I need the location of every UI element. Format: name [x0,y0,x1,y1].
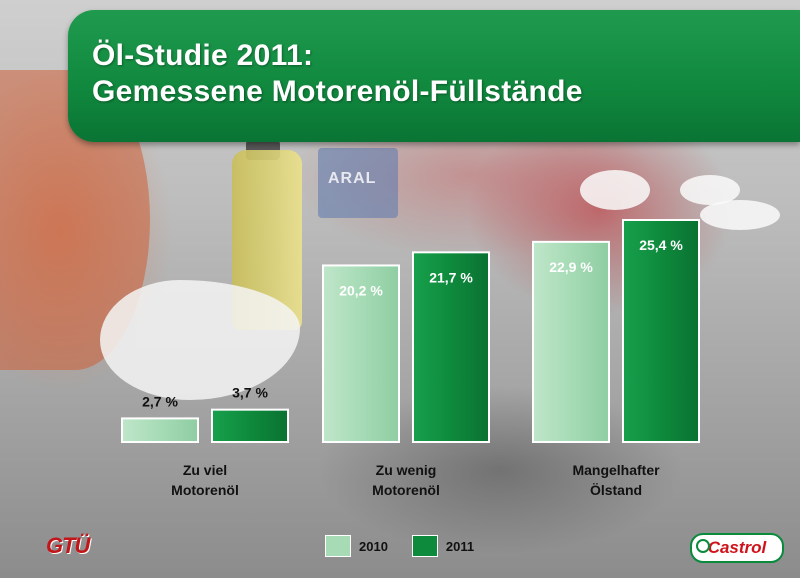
category-label: Motorenöl [171,482,239,498]
page-title: Öl-Studie 2011: Gemessene Motorenöl-Füll… [92,38,583,110]
background-snow [700,200,780,230]
chart-legend: 2010 2011 [325,535,498,557]
category-label: Ölstand [590,482,642,498]
bars-layer [121,219,700,444]
bar-value-label: 21,7 % [429,269,473,285]
bar-value-label: 2,7 % [142,393,178,409]
category-label: Mangelhafter [572,462,660,478]
labels-layer: 2,7 % 3,7 % Zu viel Motorenöl 20,2 % 21,7 % Zu… [142,237,683,498]
category-label: Zu viel [183,462,227,478]
legend-label-2011: 2011 [445,538,475,554]
bar-value-label: 20,2 % [339,282,383,298]
bar-value-label: 3,7 % [232,385,268,401]
bar-value-label: 22,9 % [549,259,593,275]
bar-2010-3 [532,240,610,443]
bar-2010-2 [322,264,400,443]
legend-swatch-2011 [411,535,438,557]
background-aral-sign: ARAL [318,148,398,218]
legend-swatch-2010 [325,535,351,557]
title-line-2: Gemessene Motorenöl-Füllstände [92,75,583,108]
gtue-logo: GTÜ [46,533,90,558]
category-label: Zu wenig [376,462,437,478]
title-line-1: Öl-Studie 2011: [92,39,314,72]
bar-2011-3 [622,219,700,443]
castrol-logo: Castrol [690,533,784,563]
castrol-ring-icon [696,539,710,553]
legend-item-2010: 2010 [325,535,388,557]
title-banner [68,10,800,142]
legend-label-2010: 2010 [359,538,388,554]
bar-2011-2 [412,251,490,443]
bar-2010-1 [121,417,199,444]
castrol-logo-text: Castrol [707,538,767,557]
bar-2011-1 [211,408,289,443]
legend-item-2011: 2011 [411,535,475,557]
background-snow [580,170,650,210]
bar-value-label: 25,4 % [639,237,683,253]
category-label: Motorenöl [372,482,440,498]
